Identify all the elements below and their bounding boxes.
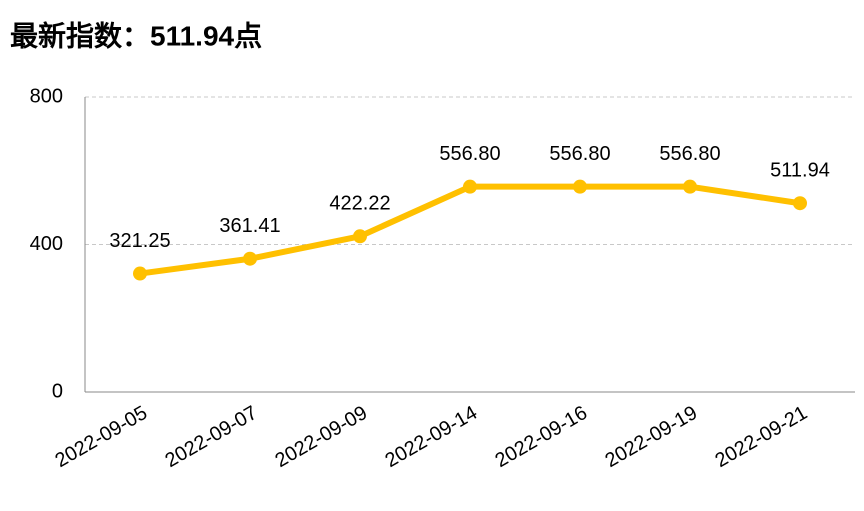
point bbox=[573, 179, 587, 194]
point bbox=[353, 229, 367, 244]
chart-title: 最新指数：511.94点 bbox=[10, 20, 262, 51]
y-tick-label: 800 bbox=[30, 85, 63, 107]
data-label: 361.41 bbox=[219, 215, 280, 237]
data-label: 511.94 bbox=[770, 160, 830, 182]
y-tick-label: 0 bbox=[52, 380, 63, 402]
point bbox=[463, 179, 477, 194]
point bbox=[793, 196, 807, 211]
data-label: 556.80 bbox=[549, 143, 610, 165]
point bbox=[133, 266, 147, 281]
data-label: 321.25 bbox=[109, 230, 170, 252]
y-tick-label: 400 bbox=[30, 233, 63, 255]
data-label: 422.22 bbox=[329, 193, 390, 215]
point bbox=[243, 251, 257, 266]
data-label: 556.80 bbox=[659, 143, 720, 165]
data-label: 556.80 bbox=[439, 143, 500, 165]
point bbox=[683, 179, 697, 194]
